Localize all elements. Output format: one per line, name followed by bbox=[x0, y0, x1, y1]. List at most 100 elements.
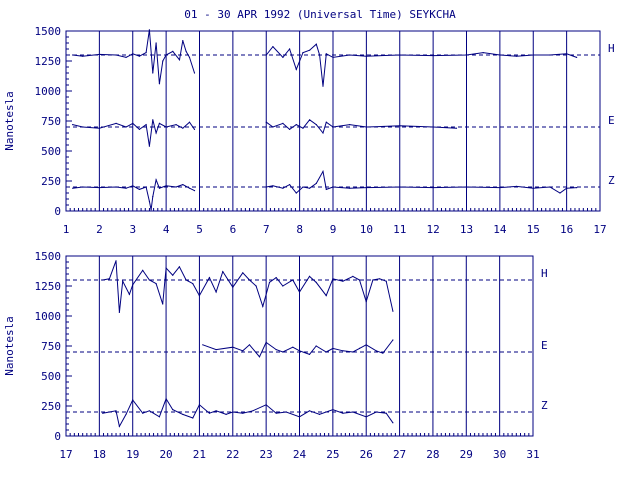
x-tick-label: 16 bbox=[560, 223, 573, 236]
series-h-line bbox=[265, 43, 577, 87]
series-label-e: E bbox=[608, 114, 615, 127]
x-tick-label: 20 bbox=[159, 448, 172, 461]
series-h-point bbox=[185, 279, 187, 281]
series-z-point bbox=[108, 411, 110, 413]
series-z-point bbox=[399, 186, 401, 188]
x-tick-label: 17 bbox=[593, 223, 606, 236]
series-z-point bbox=[365, 187, 367, 189]
series-z-point bbox=[349, 187, 351, 189]
series-h-point bbox=[255, 285, 257, 287]
x-tick-label: 11 bbox=[393, 223, 406, 236]
chart-title: 01 - 30 APR 1992 (Universal Time) SEYKCH… bbox=[184, 8, 456, 21]
x-tick-label: 10 bbox=[360, 223, 373, 236]
series-h-point bbox=[172, 50, 174, 53]
series-z-point bbox=[549, 186, 551, 188]
series-e-point bbox=[309, 119, 311, 121]
series-z-point bbox=[332, 409, 334, 411]
x-tick-label: 9 bbox=[330, 223, 337, 236]
series-h-point bbox=[152, 72, 154, 74]
series-z-point bbox=[302, 186, 304, 188]
series-z-point bbox=[309, 187, 311, 189]
series-h-point bbox=[309, 49, 311, 51]
series-e-point bbox=[215, 349, 217, 351]
x-tick-label: 31 bbox=[526, 448, 539, 461]
series-e-point bbox=[242, 350, 244, 352]
series-z-point bbox=[115, 410, 117, 412]
series-z-point bbox=[576, 187, 578, 189]
series-h-point bbox=[399, 54, 401, 56]
series-e-point bbox=[352, 351, 354, 353]
series-z-point bbox=[150, 209, 152, 211]
series-e-point bbox=[392, 339, 394, 341]
series-e-point bbox=[145, 124, 147, 126]
series-h-point bbox=[128, 293, 130, 295]
series-e-point bbox=[365, 344, 367, 346]
series-z-point bbox=[125, 187, 127, 189]
series-e-point bbox=[82, 126, 84, 128]
series-h-point bbox=[115, 260, 117, 262]
series-h-point bbox=[178, 266, 181, 268]
y-tick-label: 1250 bbox=[35, 55, 62, 68]
series-label-h: H bbox=[541, 267, 548, 280]
y-tick-label: 1000 bbox=[35, 310, 62, 323]
y-tick-label: 1500 bbox=[35, 25, 62, 38]
series-h-point bbox=[499, 54, 501, 56]
series-e-point bbox=[202, 344, 204, 346]
series-label-h: H bbox=[608, 42, 615, 55]
series-z-point bbox=[82, 186, 84, 188]
y-tick-label: 750 bbox=[41, 340, 61, 353]
series-z-point bbox=[318, 413, 321, 415]
x-tick-label: 7 bbox=[263, 223, 270, 236]
x-tick-label: 27 bbox=[393, 448, 406, 461]
y-tick-label: 250 bbox=[41, 175, 61, 188]
series-z-point bbox=[566, 187, 568, 189]
series-e-point bbox=[272, 126, 274, 128]
series-h-point bbox=[125, 56, 127, 59]
series-h-line bbox=[102, 260, 394, 313]
series-h-point bbox=[242, 272, 244, 274]
series-z-point bbox=[265, 186, 267, 188]
series-h-point bbox=[289, 48, 291, 50]
series-e-point bbox=[325, 351, 327, 353]
x-tick-label: 30 bbox=[493, 448, 506, 461]
series-z-point bbox=[559, 192, 561, 194]
series-e-point bbox=[232, 346, 234, 348]
series-z-point bbox=[72, 187, 74, 189]
series-e-line bbox=[266, 119, 457, 135]
series-e-point bbox=[302, 127, 304, 129]
x-tick-label: 25 bbox=[326, 448, 339, 461]
series-z-point bbox=[432, 187, 434, 189]
series-h-point bbox=[302, 52, 304, 54]
series-e-point bbox=[158, 122, 161, 124]
series-e-point bbox=[115, 122, 117, 124]
series-h-point bbox=[72, 54, 74, 56]
series-e-point bbox=[399, 125, 401, 127]
series-e-point bbox=[292, 346, 294, 348]
series-h-point bbox=[325, 295, 327, 297]
series-h-point bbox=[378, 278, 381, 280]
series-h-point bbox=[188, 56, 191, 59]
series-h-point bbox=[98, 53, 100, 56]
series-h-point bbox=[268, 281, 271, 283]
series-h-point bbox=[82, 55, 84, 57]
x-tick-label: 8 bbox=[296, 223, 303, 236]
x-tick-label: 5 bbox=[196, 223, 203, 236]
y-tick-label: 500 bbox=[41, 370, 61, 383]
series-e-point bbox=[265, 121, 267, 123]
series-h-point bbox=[192, 283, 194, 285]
series-label-e: E bbox=[541, 339, 548, 352]
series-e-point bbox=[382, 352, 384, 354]
y-tick-label: 1250 bbox=[35, 280, 62, 293]
series-h-point bbox=[132, 53, 134, 55]
series-e-point bbox=[282, 122, 284, 124]
series-z-point bbox=[225, 413, 227, 415]
series-z-point bbox=[182, 413, 184, 415]
series-h-point bbox=[365, 301, 367, 303]
series-e-point bbox=[365, 126, 367, 128]
series-z-point bbox=[132, 185, 134, 187]
series-h-point bbox=[162, 60, 164, 62]
series-z-point bbox=[145, 186, 147, 188]
series-h-point bbox=[155, 42, 157, 44]
series-e-point bbox=[315, 124, 317, 126]
series-h-point bbox=[162, 303, 164, 305]
